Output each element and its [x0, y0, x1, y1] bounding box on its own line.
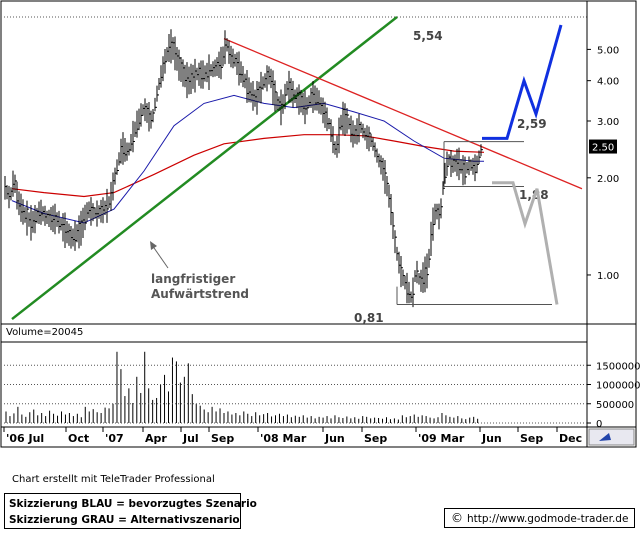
scenario-gray-path: [492, 181, 559, 305]
price-tick-label: 1.00: [597, 271, 619, 282]
time-tick-label: Apr: [145, 432, 167, 445]
time-tick-label: Jun: [324, 432, 345, 445]
volume-tick-label: 500000: [596, 400, 634, 411]
volume-tick-label: 1500000: [596, 361, 641, 372]
price-tick-label: 4.00: [597, 77, 619, 88]
level-label: 0,81: [354, 311, 384, 325]
source-url[interactable]: http://www.godmode-trader.de: [467, 513, 629, 525]
copyright-icon: ©: [451, 511, 463, 525]
last-price-label: 2.50: [592, 143, 614, 154]
corner-arrow-icon: [599, 433, 611, 441]
annotation-arrow-head: [150, 241, 157, 250]
moving-average-blue: [11, 94, 484, 224]
volume-tick-label: 1000000: [596, 381, 641, 392]
red-downtrend-line: [223, 38, 583, 190]
scenario-legend: Skizzierung BLAU = bevorzugtes Szenario …: [4, 493, 257, 529]
corner-widget: [588, 428, 635, 446]
time-tick-label: Oct: [68, 432, 89, 445]
time-tick-label: '07: [105, 432, 124, 445]
volume-tick-label: 0: [596, 419, 602, 430]
source-url-box: © http://www.godmode-trader.de: [444, 508, 635, 528]
annotation-arrow: [151, 244, 169, 269]
time-tick-label: Jun: [481, 432, 502, 445]
moving-average-red: [11, 134, 485, 198]
time-tick-label: Sep: [520, 432, 543, 445]
outer-frame: [0, 0, 637, 448]
time-tick-label: Sep: [211, 432, 234, 445]
last-price-badge: [589, 139, 617, 154]
time-tick-label: '09 Mar: [418, 432, 465, 445]
time-tick-label: '06 Jul: [6, 432, 44, 445]
legend-blue-scenario: Skizzierung BLAU = bevorzugtes Szenario: [9, 498, 257, 510]
level-label: 5,54: [413, 29, 443, 43]
chart-credit: Chart erstellt mit TeleTrader Profession…: [12, 474, 215, 485]
time-tick-label: Sep: [364, 432, 387, 445]
level-label: 2,59: [517, 117, 547, 131]
price-tick-label: 5.00: [597, 45, 619, 56]
green-uptrend-line: [11, 16, 398, 321]
legend-gray-scenario: Skizzierung GRAU = Alternativszenario: [9, 514, 240, 526]
trend-annotation-line: Aufwärtstrend: [151, 287, 249, 301]
time-tick-label: Dec: [559, 432, 582, 445]
time-tick-label: '08 Mar: [260, 432, 307, 445]
volume-title: Volume=20045: [6, 327, 83, 338]
trend-annotation-line: langfristiger: [151, 272, 235, 286]
price-tick-label: 3.00: [597, 117, 619, 128]
scenario-blue-path: [482, 24, 563, 140]
price-tick-label: 2.00: [597, 174, 619, 185]
time-tick-label: Jul: [182, 432, 199, 445]
